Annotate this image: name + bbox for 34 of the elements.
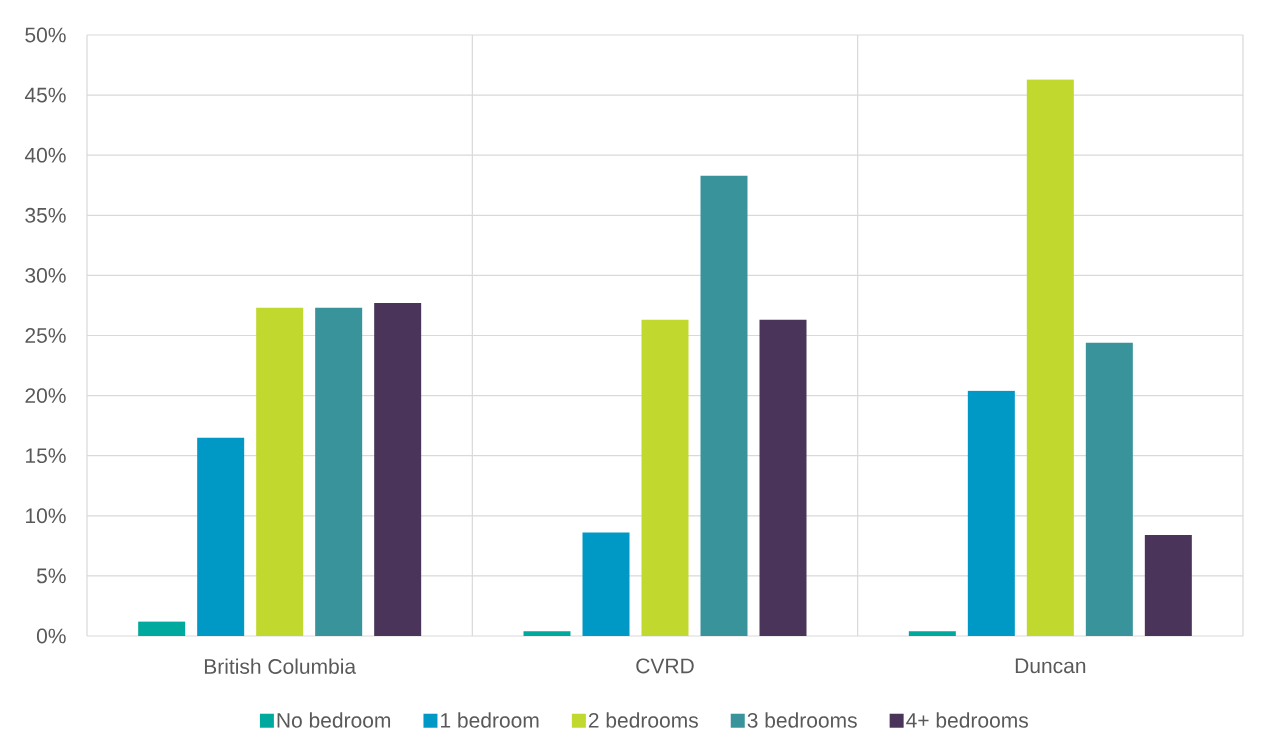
y-tick-label: 50% [25, 27, 66, 43]
y-tick-label: 10% [26, 508, 66, 524]
y-tick-label: 20% [25, 388, 66, 404]
x-tick-label: British Columbia [204, 658, 357, 674]
bar [700, 175, 748, 636]
legend-label: 2 bedrooms [588, 712, 698, 728]
bar [759, 319, 807, 636]
x-tick-label: CVRD [636, 658, 694, 674]
bar [967, 390, 1015, 636]
bar [197, 437, 245, 636]
bar [908, 631, 956, 636]
y-tick-label: 45% [24, 87, 66, 103]
bar [641, 319, 689, 636]
y-tick-label: 5% [36, 568, 66, 584]
bar [1085, 342, 1133, 636]
bar [523, 631, 571, 636]
y-tick-label: 35% [25, 207, 66, 223]
y-tick-label: 25% [25, 328, 66, 343]
bar [256, 307, 304, 636]
legend-label: No bedroom [277, 712, 391, 728]
x-tick-label: Duncan [1015, 658, 1086, 674]
legend-label: 1 bedroom [441, 712, 539, 728]
bar [1144, 535, 1192, 636]
bar [374, 303, 422, 636]
bar [315, 307, 363, 636]
bar [138, 621, 186, 636]
y-tick-label: 0% [36, 628, 66, 644]
y-tick-label: 15% [26, 448, 66, 464]
y-tick-label: 40% [24, 147, 66, 163]
legend-label: 4+ bedrooms [906, 712, 1028, 728]
bar [582, 532, 630, 636]
legend-label: 3 bedrooms [747, 712, 857, 728]
y-tick-label: 30% [25, 267, 66, 283]
bar [1026, 79, 1074, 636]
